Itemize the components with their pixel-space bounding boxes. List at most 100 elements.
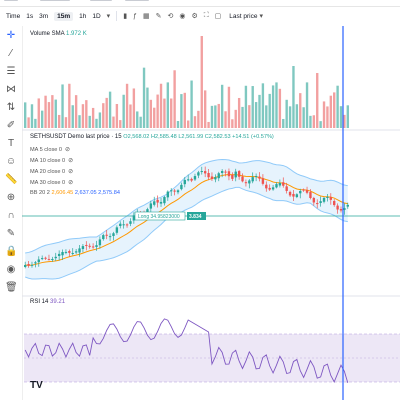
volume-bar	[85, 100, 88, 128]
volume-bar	[305, 82, 309, 128]
candle-body	[309, 192, 312, 199]
volume-legend: Volume SMA 1.972 K	[30, 31, 87, 37]
forecast-icon[interactable]: ⇅	[6, 102, 16, 113]
candle-body	[173, 190, 176, 192]
ma-row[interactable]: MA 30 close 0 ⊘	[30, 179, 74, 187]
candle-body	[78, 248, 81, 253]
candle-body	[153, 201, 156, 205]
indicators-icon[interactable]: ƒ	[133, 12, 137, 20]
fib-icon[interactable]: ☰	[6, 66, 16, 77]
volume-bar	[170, 98, 173, 128]
ma-label: MA 20 close 0	[30, 168, 66, 175]
candle-body	[119, 223, 122, 226]
price-mode-select[interactable]: Last price	[229, 12, 258, 20]
volume-bar	[271, 85, 275, 128]
crosshair-icon[interactable]: ✛	[6, 30, 16, 41]
trash-icon[interactable]: 🗑	[5, 282, 18, 293]
volume-bar	[24, 102, 27, 128]
chevron-down-icon[interactable]: ▾	[259, 13, 263, 20]
candle-body	[299, 191, 302, 194]
interval-3m[interactable]: 3m	[39, 12, 49, 20]
brush-icon[interactable]: ✐	[6, 120, 16, 131]
eye-off-icon[interactable]: ⊘	[68, 158, 74, 164]
volume-bar	[78, 115, 81, 128]
candle-body	[224, 171, 227, 173]
candle-body	[214, 177, 217, 180]
candle-body	[319, 201, 322, 203]
candle-body	[125, 224, 129, 226]
candle-body	[40, 258, 44, 260]
candle-body	[156, 199, 159, 203]
candle-body	[227, 171, 231, 177]
lock-drawing-icon[interactable]: ✎	[6, 228, 16, 239]
volume-bar	[231, 119, 234, 128]
candle-body	[112, 233, 115, 236]
candle-body	[343, 208, 346, 210]
candle-body	[288, 191, 292, 196]
volume-bar	[68, 83, 71, 128]
text-icon[interactable]: T	[7, 138, 15, 149]
chevron-down-icon[interactable]: ▾	[106, 13, 111, 20]
candle-body	[193, 176, 197, 180]
eye-icon[interactable]: ◉	[6, 264, 16, 275]
ma-row[interactable]: MA 10 close 0 ⊘	[30, 157, 74, 165]
lock-icon[interactable]: 🔒	[5, 246, 18, 257]
volume-bar	[119, 120, 122, 128]
volume-bar	[275, 82, 278, 128]
candle-body	[122, 224, 125, 226]
rsi-line	[24, 318, 349, 383]
volume-bar	[115, 103, 119, 128]
emoji-icon[interactable]: ☺	[5, 156, 17, 167]
volume-bar	[91, 107, 95, 128]
interval-1s[interactable]: 1s	[26, 12, 34, 20]
top-header-strip	[0, 0, 400, 7]
pattern-icon[interactable]: ⋈	[6, 84, 16, 95]
position-badge	[187, 212, 206, 220]
horizontal-lines-icon[interactable]: ⁄	[10, 48, 12, 59]
volume-bar	[57, 114, 61, 128]
candle-body	[149, 203, 153, 209]
eye-off-icon[interactable]: ⊘	[65, 147, 71, 153]
layout-icon[interactable]: ▦	[142, 13, 150, 20]
eye-off-icon[interactable]: ⊘	[68, 169, 74, 175]
ma-row[interactable]: MA 5 close 0 ⊘	[30, 146, 71, 154]
volume-bar	[278, 88, 282, 128]
window-icon[interactable]: ▢	[214, 13, 222, 20]
ma-row[interactable]: MA 20 close 0 ⊘	[30, 168, 74, 176]
edit-icon[interactable]: ✎	[155, 13, 162, 20]
candle-body	[61, 252, 64, 256]
volume-bar	[64, 117, 68, 128]
eye-off-icon[interactable]: ⊘	[68, 180, 74, 186]
candle-body	[146, 209, 149, 214]
bollinger-middle-line	[25, 173, 348, 266]
volume-bar	[34, 118, 37, 128]
candle-body	[316, 203, 319, 205]
volume-bar	[299, 93, 302, 128]
settings-icon[interactable]: ⚙	[191, 13, 198, 20]
volume-bar	[187, 120, 190, 128]
candle-body	[85, 244, 88, 246]
bb-row[interactable]: BB 20 2 2,606.45 2,637.05 2,575.84	[30, 190, 120, 196]
interval-1d[interactable]: 1D	[92, 12, 101, 20]
interval-15m[interactable]: 15m	[54, 11, 74, 21]
candle-body	[305, 190, 309, 193]
candle-body	[336, 205, 339, 210]
ruler-icon[interactable]: 📏	[5, 174, 18, 185]
camera-icon[interactable]: ◉	[179, 13, 186, 20]
zoom-in-icon[interactable]: ⊕	[6, 192, 16, 203]
replay-icon[interactable]: ⟲	[167, 13, 174, 20]
volume-bar	[227, 86, 231, 128]
volume-bar	[105, 97, 108, 128]
ma-label: MA 10 close 0	[30, 157, 66, 164]
interval-1h[interactable]: 1h	[79, 12, 87, 20]
fullscreen-icon[interactable]: ⛶	[203, 12, 209, 19]
volume-bar	[132, 88, 136, 128]
candle-body	[217, 173, 220, 179]
candle-body	[322, 197, 326, 202]
volume-bar	[37, 98, 40, 128]
volume-value: 1.972 K	[66, 31, 87, 37]
magnet-icon[interactable]: ∩	[7, 210, 15, 221]
candle-body	[295, 194, 299, 198]
candles-icon[interactable]: ▮	[123, 13, 128, 20]
